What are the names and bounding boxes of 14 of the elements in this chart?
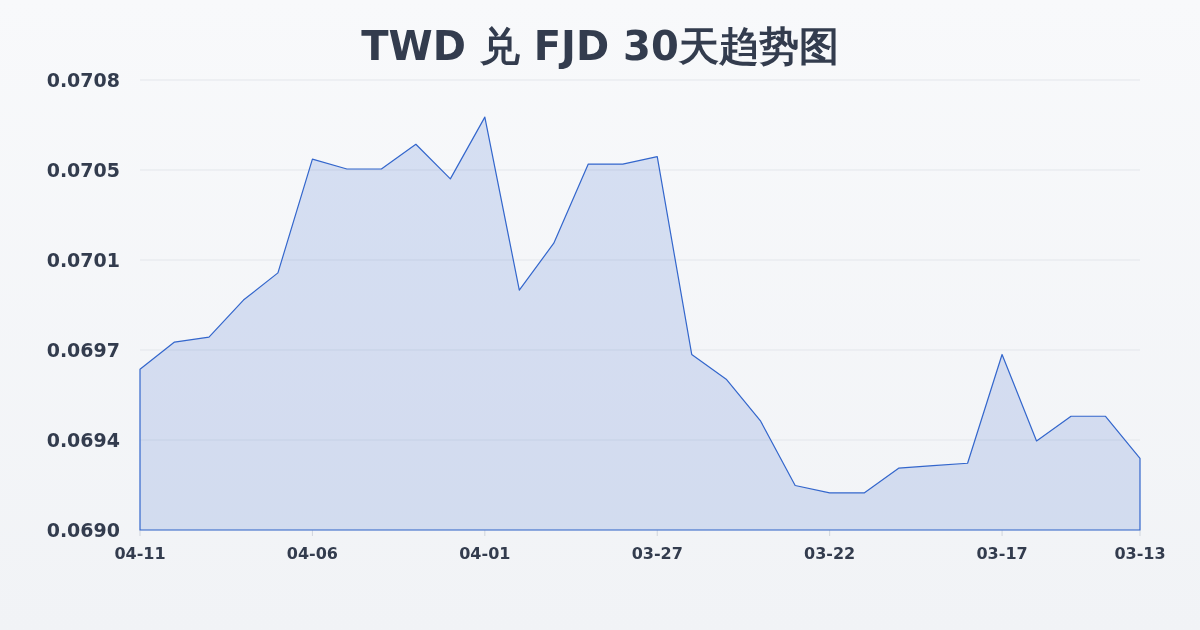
x-tick-label: 04-11 <box>114 543 166 563</box>
x-tick-label: 03-17 <box>976 543 1028 563</box>
x-tick-label: 03-27 <box>631 543 683 563</box>
y-tick-label: 0.0697 <box>46 339 120 361</box>
x-tick-label: 04-01 <box>459 543 511 563</box>
y-tick-label: 0.0694 <box>46 429 120 451</box>
y-tick-label: 0.0701 <box>46 249 120 271</box>
y-tick-label: 0.0705 <box>46 159 120 181</box>
y-tick-label: 0.0690 <box>46 519 120 541</box>
x-tick-label: 03-13 <box>1114 543 1166 563</box>
y-tick-label: 0.0708 <box>46 69 120 91</box>
x-tick-label: 03-22 <box>804 543 856 563</box>
x-tick-label: 04-06 <box>286 543 338 563</box>
chart-title: TWD 兑 FJD 30天趋势图 <box>361 23 839 69</box>
